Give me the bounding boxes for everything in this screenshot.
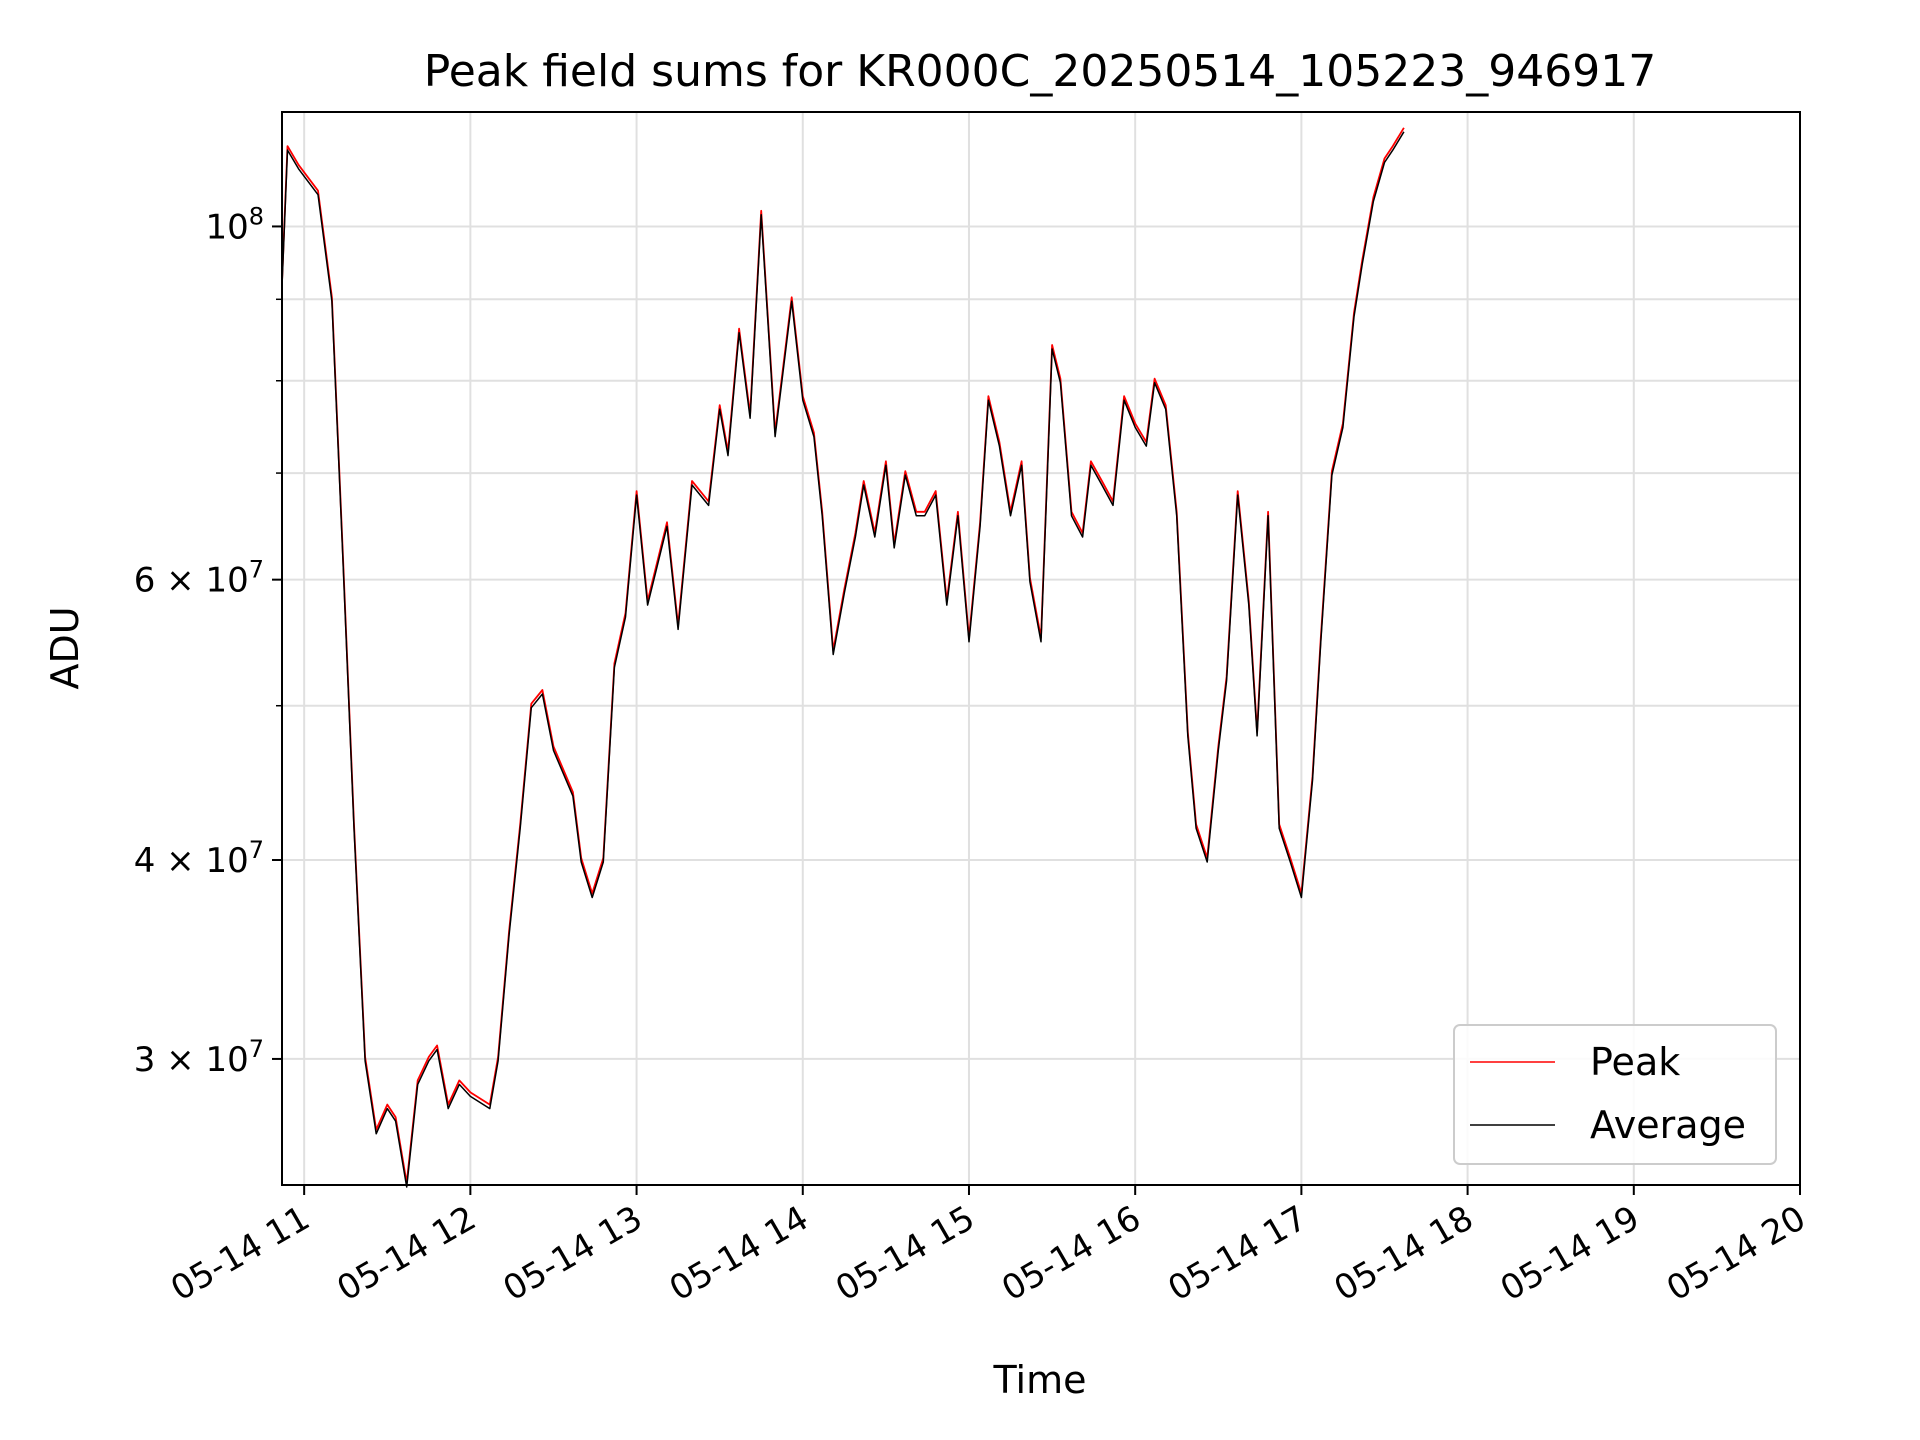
y-tick-label: 3 × 107	[134, 1035, 264, 1080]
legend: Peak Average	[1453, 1024, 1777, 1165]
legend-label-average: Average	[1590, 1103, 1746, 1147]
plot-frame	[281, 111, 1801, 1186]
series-layer	[281, 127, 1405, 1188]
y-axis-label: ADU	[43, 606, 87, 689]
x-tick-label: 05-14 19	[1494, 1198, 1646, 1309]
series-line-peak	[281, 127, 1405, 1184]
y-tick-label: 4 × 107	[134, 836, 264, 881]
x-tick-label: 05-14 12	[330, 1198, 482, 1309]
series-line-average	[281, 131, 1405, 1188]
x-tick-label: 05-14 11	[164, 1198, 316, 1309]
grid	[282, 112, 1801, 1185]
x-axis-label: Time	[993, 1358, 1087, 1402]
x-tick-label: 05-14 16	[995, 1198, 1147, 1309]
x-tick-label: 05-14 14	[663, 1198, 815, 1309]
x-axis: 05-14 11 05-14 12 05-14 13 05-14 14 05-14 15…	[164, 1185, 1813, 1309]
y-tick-label: 6 × 107	[134, 556, 264, 601]
y-tick-label: 108	[205, 202, 264, 247]
chart-title: Peak field sums for KR000C_20250514_1052…	[424, 46, 1656, 97]
x-tick-label: 05-14 17	[1161, 1198, 1313, 1309]
legend-box	[1453, 1024, 1777, 1165]
legend-label-peak: Peak	[1590, 1040, 1680, 1084]
y-axis: 3 × 107 4 × 107 6 × 107 108	[134, 202, 282, 1080]
x-tick-label: 05-14 18	[1328, 1198, 1480, 1309]
x-tick-label: 05-14 13	[497, 1198, 649, 1309]
x-tick-label: 05-14 15	[829, 1198, 981, 1309]
x-tick-label: 05-14 20	[1660, 1198, 1812, 1309]
